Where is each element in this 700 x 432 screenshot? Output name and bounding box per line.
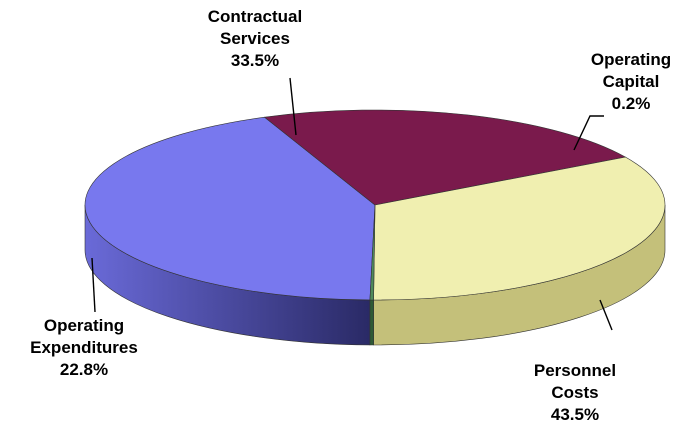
pie-side-operating-capital <box>369 299 374 346</box>
slice-label-line: Capital <box>602 72 660 91</box>
slice-percent: 33.5% <box>230 51 280 70</box>
slice-label-personnel-costs: Personnel Costs 43.5% <box>520 360 630 426</box>
slice-label-line: Operating <box>43 316 125 335</box>
slice-percent: 22.8% <box>59 360 109 379</box>
pie-slice-personnel-costs <box>84 116 376 301</box>
slice-label-contractual-services: Contractual Services 33.5% <box>195 6 315 72</box>
slice-label-operating-expenditures: Operating Expenditures 22.8% <box>14 315 154 381</box>
slice-percent: 43.5% <box>550 405 600 424</box>
slice-label-line: Personnel <box>533 361 617 380</box>
leader-line-operating-expenditures <box>91 257 96 313</box>
leader-line-personnel-costs <box>599 299 613 331</box>
slice-label-line: Operating <box>590 50 672 69</box>
leader-line-contractual-services <box>289 77 297 136</box>
slice-label-line: Costs <box>551 383 599 402</box>
pie-slice-contractual-services <box>373 156 666 301</box>
pie-tops <box>84 109 666 301</box>
slice-label-line: Expenditures <box>30 338 138 357</box>
slice-percent: 0.2% <box>611 94 651 113</box>
slice-label-line: Services <box>220 29 290 48</box>
pie-slice-operating-capital <box>369 204 376 301</box>
pie-slice-operating-expenditures <box>263 109 627 206</box>
leader-lines <box>91 77 613 331</box>
leader-line-operating-capital <box>573 115 604 151</box>
slice-label-operating-capital: Operating Capital 0.2% <box>576 49 686 115</box>
slice-label-line: Contractual <box>207 7 303 26</box>
